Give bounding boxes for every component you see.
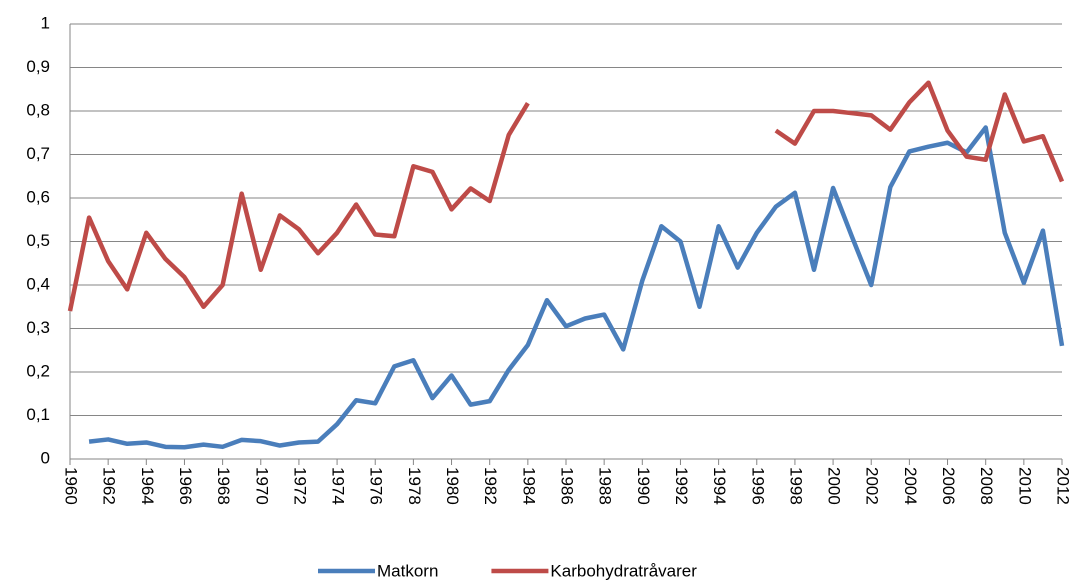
y-tick-label: 1: [41, 13, 50, 32]
series-line: [88, 125, 1065, 450]
series-line: [67, 80, 1065, 312]
legend-label: Karbohydratråvarer: [550, 561, 697, 580]
x-tick-label: 2008: [977, 467, 996, 505]
y-tick-label: 0,9: [26, 57, 50, 76]
y-tick-label: 0,5: [26, 231, 50, 250]
x-tick-label: 1978: [405, 467, 424, 505]
y-tick-label: 0,8: [26, 100, 50, 119]
x-tick-label: 2002: [863, 467, 882, 505]
y-tick-label: 0,7: [26, 144, 50, 163]
x-tick-label: 1980: [443, 467, 462, 505]
x-tick-label: 2006: [939, 467, 958, 505]
x-tick-label: 1960: [62, 467, 81, 505]
x-tick-label: 1988: [596, 467, 615, 505]
x-tick-label: 1984: [519, 467, 538, 505]
x-tick-label: 1990: [634, 467, 653, 505]
x-tick-label: 1986: [558, 467, 577, 505]
legend-label: Matkorn: [377, 561, 438, 580]
y-tick-label: 0,4: [26, 274, 50, 293]
x-tick-label: 1966: [176, 467, 195, 505]
x-tick-label: 1982: [481, 467, 500, 505]
y-tick-label: 0,2: [26, 361, 50, 380]
x-tick-label: 1996: [748, 467, 767, 505]
x-tick-label: 2012: [1054, 467, 1073, 505]
x-tick-label: 1962: [100, 467, 119, 505]
x-tick-label: 1976: [367, 467, 386, 505]
x-tick-label: 1974: [329, 467, 348, 505]
x-tick-label: 1972: [290, 467, 309, 505]
x-tick-label: 2010: [1015, 467, 1034, 505]
x-tick-label: 1992: [672, 467, 691, 505]
x-tick-label: 2004: [901, 467, 920, 505]
y-tick-label: 0,6: [26, 187, 50, 206]
x-tick-label: 2000: [825, 467, 844, 505]
x-tick-label: 1998: [786, 467, 805, 505]
x-tick-label: 1968: [214, 467, 233, 505]
x-tick-label: 1994: [710, 467, 729, 505]
x-tick-label: 1970: [252, 467, 271, 505]
y-tick-label: 0,1: [26, 405, 50, 424]
y-tick-label: 0: [41, 448, 50, 467]
x-tick-label: 1964: [138, 467, 157, 505]
y-tick-label: 0,3: [26, 318, 50, 337]
